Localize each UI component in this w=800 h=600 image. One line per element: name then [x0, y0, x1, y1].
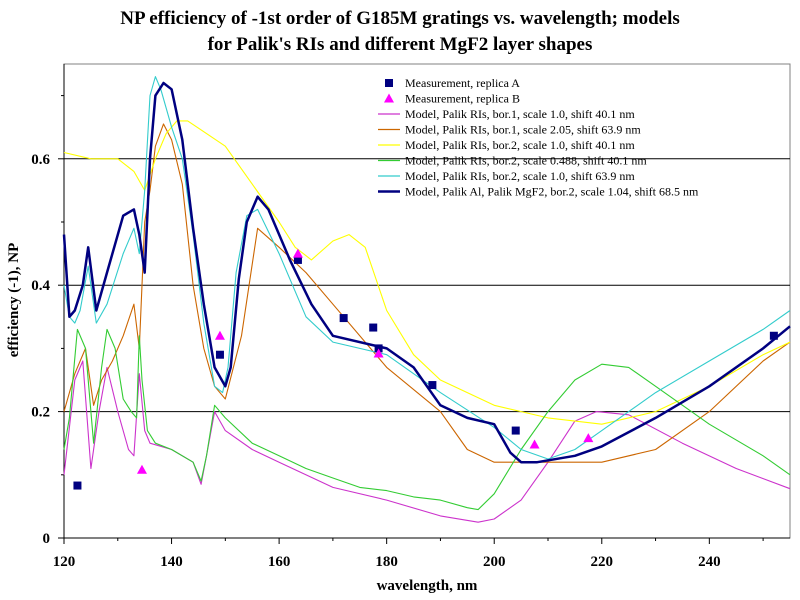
chart-title-line1: NP efficiency of -1st order of G185M gra… [120, 8, 680, 29]
data-point-replica-a [374, 344, 383, 353]
series-line-7 [63, 76, 791, 460]
x-tick-label: 180 [375, 554, 398, 570]
x-tick-label: 220 [591, 554, 614, 570]
legend: Measurement, replica A Measurement, repli… [378, 76, 699, 199]
data-point-replica-b [136, 464, 147, 474]
data-point-replica-a [293, 255, 302, 264]
data-point-replica-b [373, 348, 384, 358]
data-point-replica-a [511, 426, 520, 435]
legend-label: Measurement, replica B [405, 92, 520, 106]
y-axis-label: efficiency (-1), NP [6, 243, 22, 358]
data-point-replica-a [339, 314, 348, 323]
data-point-replica-b [214, 330, 225, 340]
chart-title-line2: for Palik's RIs and different MgF2 layer… [207, 34, 593, 55]
axes: 120 140 160 180 200 220 240 0 0.2 0.4 0.6 [31, 64, 790, 570]
data-point-replica-a [769, 331, 778, 340]
data-point-replica-a [73, 481, 82, 490]
x-tick-label: 160 [268, 554, 291, 570]
legend-marker [385, 79, 393, 87]
legend-label: Model, Palik RIs, bor.2, scale 1.0, shif… [405, 169, 635, 183]
series-lines [62, 76, 791, 523]
series-line-8 [62, 81, 791, 464]
y-tick-label: 0.6 [31, 152, 50, 168]
legend-label: Measurement, replica A [405, 76, 520, 90]
series-line-3 [63, 360, 791, 523]
data-point-replica-a [428, 381, 437, 390]
legend-marker [384, 93, 394, 103]
y-tick-label: 0.2 [31, 405, 50, 421]
x-tick-label: 240 [698, 554, 721, 570]
x-axis-label: wavelength, nm [377, 578, 478, 594]
x-tick-label: 140 [160, 554, 183, 570]
series-line-6 [63, 328, 791, 511]
legend-label: Model, Palik Al, Palik MgF2, bor.2, scal… [405, 185, 699, 199]
series-line-4 [63, 123, 791, 463]
legend-label: Model, Palik RIs, bor.2, scale 1.0, shif… [405, 138, 635, 152]
legend-label: Model, Palik RIs, bor.1, scale 2.05, shi… [405, 123, 641, 137]
data-point-replica-b [292, 248, 303, 258]
x-tick-label: 120 [53, 554, 76, 570]
legend-label: Model, Palik RIs, bor.1, scale 1.0, shif… [405, 107, 635, 121]
y-tick-label: 0 [43, 531, 51, 547]
y-tick-label: 0.4 [31, 278, 50, 294]
series-markers [73, 248, 778, 490]
legend-label: Model, Palik RIs, bor.2, scale 0.488, sh… [405, 154, 647, 168]
x-tick-label: 200 [483, 554, 506, 570]
data-point-replica-a [215, 350, 224, 359]
data-point-replica-a [369, 323, 378, 332]
data-point-replica-b [529, 439, 540, 449]
data-point-replica-b [583, 433, 594, 443]
